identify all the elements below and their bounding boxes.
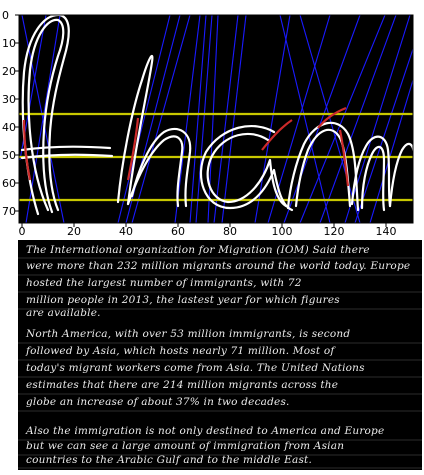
plot-canvas [15,14,414,227]
handwritten-line: The International organization for Migra… [26,244,370,256]
y-tick-label: 70 [2,205,16,218]
y-tick-label: 10 [2,37,16,50]
x-tick-label: 40 [119,225,133,238]
ray-lines [19,15,413,223]
handwritten-line: globe an increase of about 37% in two de… [26,396,290,408]
handwritten-line: North America, with over 53 million immi… [26,328,351,340]
handwritten-line: were more than 232 million migrants arou… [26,260,411,272]
y-tick-label: 0 [2,9,9,22]
x-tick-label: 20 [67,225,81,238]
x-tick-label: 100 [271,225,293,238]
tick-marks [15,14,387,227]
handwritten-document-image: The International organization for Migra… [18,240,422,470]
handwritten-line: but we can see a large amount of immigra… [26,440,345,452]
ruled-lines [18,257,422,469]
x-tick-label: 140 [375,225,397,238]
y-tick-label: 50 [2,149,16,162]
guide-lines [19,112,413,202]
handwritten-line: countries to the Arabic Gulf and to the … [26,454,312,466]
y-tick-label: 40 [2,121,16,134]
x-tick-label: 80 [223,225,237,238]
handwriting-analysis-plot: 0 10 20 30 40 50 60 70 0 20 40 60 80 100… [2,9,414,238]
y-tick-label: 20 [2,65,16,78]
handwritten-line: today's migrant workers come from Asia. … [26,362,365,374]
handwritten-line: followed by Asia, which hosts nearly 71 … [26,345,335,357]
x-tick-label: 0 [18,225,26,238]
handwritten-line: million people in 2013, the lastest year… [26,294,340,306]
handwritten-line: are available. [26,307,101,319]
handwritten-line: hosted the largest number of immigrants,… [26,277,302,289]
x-tick-label: 60 [171,225,185,238]
plot-frame [18,14,414,224]
y-tick-label: 30 [2,93,16,106]
highlight-segments [22,106,350,187]
handwritten-line: Also the immigration is not only destine… [26,425,385,437]
handwritten-line: estimates that there are 214 million mig… [26,379,339,391]
x-tick-label: 120 [323,225,345,238]
y-tick-label: 60 [2,177,16,190]
